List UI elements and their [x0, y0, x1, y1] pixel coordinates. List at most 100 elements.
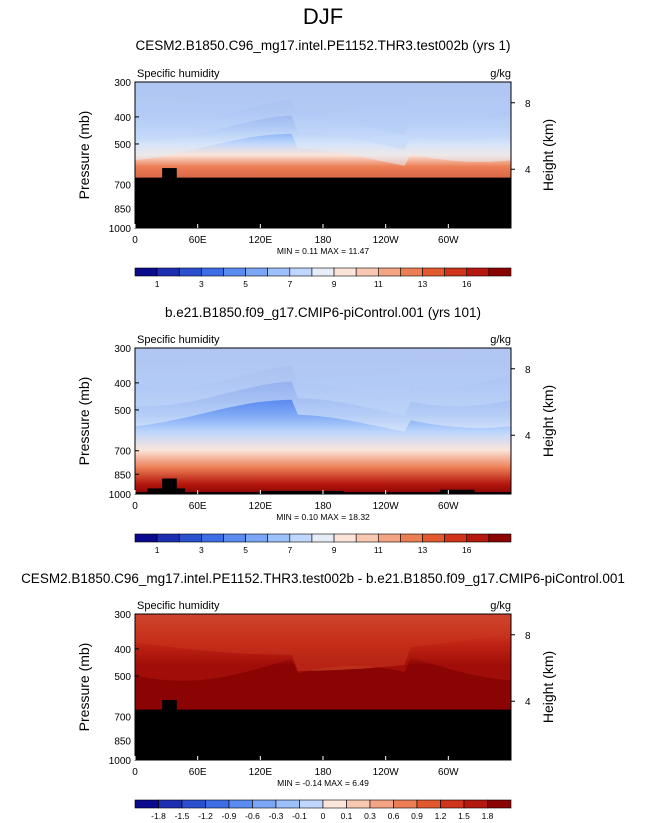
topography-mask: [135, 709, 511, 760]
colorbar-swatch: [267, 267, 291, 277]
topography-ridge: [260, 490, 344, 494]
colorbar-swatch: [311, 267, 335, 277]
min-max-stats: MIN = 0.11 MAX = 11.47: [277, 246, 370, 256]
units-label: g/kg: [490, 68, 511, 80]
colorbar-swatch: [377, 267, 401, 277]
colorbar-swatch: [400, 533, 423, 543]
colorbar-swatch: [355, 533, 379, 543]
colorbar-label: 11: [374, 545, 383, 555]
height-tick-label: 4: [525, 431, 531, 442]
y-axis-title: Pressure (mb): [76, 377, 92, 466]
colorbar-swatch: [311, 533, 335, 543]
colorbar-swatch: [156, 533, 180, 543]
panel-2: b.e21.B1850.f09_g17.CMIP6-piControl.001 …: [76, 305, 556, 555]
colorbar-swatch: [275, 799, 300, 809]
x-tick-label: 60W: [438, 235, 459, 246]
x-tick-label: 120W: [373, 501, 400, 512]
colorbar-swatch: [466, 533, 490, 543]
colorbar-label: 9: [332, 545, 337, 555]
variable-label: Specific humidity: [137, 600, 220, 612]
colorbar-swatch: [346, 799, 371, 809]
colorbar: -1.8 -1.5 -1.2 -0.9 -0.6 -0.3 -0.1 0 0.1 0.3 0.6 0.…: [134, 799, 512, 821]
colorbar-swatch: [393, 799, 418, 809]
colorbar-swatch: [488, 533, 512, 543]
colorbar-swatch: [205, 799, 230, 809]
colorbar-swatch: [488, 267, 512, 277]
colorbar-swatch: [289, 267, 313, 277]
contour-field: [135, 82, 511, 228]
x-tick-label: 60E: [189, 235, 207, 246]
y-tick-label: 700: [114, 447, 131, 458]
units-label: g/kg: [490, 334, 511, 346]
right-axis-title: Height (km): [540, 119, 556, 191]
colorbar: 1 3 5 7 9 11 13 16: [134, 533, 512, 555]
x-tick-label: 60E: [189, 767, 207, 778]
colorbar-swatch: [299, 799, 324, 809]
colorbar-label: 5: [243, 279, 248, 289]
colorbar-swatch: [333, 267, 357, 277]
topography-ridge: [439, 489, 475, 494]
variable-label: Specific humidity: [137, 334, 220, 346]
y-axis-title: Pressure (mb): [76, 643, 92, 732]
colorbar-label: -1.2: [198, 811, 213, 821]
colorbar-swatch: [463, 799, 488, 809]
x-tick-label: 60W: [438, 501, 459, 512]
y-tick-label: 1000: [109, 490, 132, 501]
y-tick-label: 700: [114, 181, 131, 192]
colorbar-swatch: [156, 267, 180, 277]
y-tick-label: 500: [114, 672, 131, 683]
figure-title: DJF: [303, 4, 343, 29]
colorbar-label: -1.8: [151, 811, 166, 821]
colorbar-label: 7: [287, 545, 292, 555]
x-tick-label: 60E: [189, 501, 207, 512]
topography-peak: [162, 700, 177, 760]
x-tick-label: 180: [315, 501, 332, 512]
panel-3: CESM2.B1850.C96_mg17.intel.PE1152.THR3.t…: [21, 571, 625, 821]
panel-title: CESM2.B1850.C96_mg17.intel.PE1152.THR3.t…: [136, 38, 511, 53]
x-tick-label: 120E: [249, 767, 273, 778]
height-tick-label: 8: [525, 365, 531, 376]
x-tick-label: 0: [132, 235, 138, 246]
contour-field: [135, 348, 511, 494]
colorbar-label: 1.5: [458, 811, 470, 821]
min-max-stats: MIN = -0.14 MAX = 6.49: [277, 778, 369, 788]
colorbar-label: -0.3: [269, 811, 284, 821]
height-tick-label: 8: [525, 99, 531, 110]
contour-band: [135, 614, 511, 681]
contour-band: [135, 348, 511, 432]
height-tick-label: 8: [525, 631, 531, 642]
x-tick-label: 120E: [249, 501, 273, 512]
y-axis-title: Pressure (mb): [76, 111, 92, 200]
colorbar-label: 0.1: [341, 811, 353, 821]
colorbar-label: 3: [199, 279, 204, 289]
y-tick-label: 400: [114, 645, 131, 656]
colorbar-swatch: [400, 267, 423, 277]
y-tick-label: 850: [114, 204, 131, 215]
y-tick-label: 400: [114, 113, 131, 124]
colorbar: 1 3 5 7 9 11 13 16: [134, 267, 512, 289]
colorbar-swatch: [223, 267, 246, 277]
y-tick-label: 850: [114, 736, 131, 747]
colorbar-swatch: [487, 799, 512, 809]
colorbar-swatch: [422, 533, 445, 543]
x-tick-label: 120W: [373, 767, 400, 778]
right-axis-title: Height (km): [540, 385, 556, 457]
contour-field: [135, 614, 511, 760]
colorbar-label: 1: [155, 545, 160, 555]
variable-label: Specific humidity: [137, 68, 220, 80]
topography-peak: [162, 168, 177, 228]
colorbar-swatch: [223, 533, 246, 543]
y-tick-label: 1000: [109, 224, 132, 235]
colorbar-label: -0.9: [222, 811, 237, 821]
y-tick-label: 850: [114, 470, 131, 481]
x-tick-label: 120E: [249, 235, 273, 246]
y-tick-label: 400: [114, 379, 131, 390]
colorbar-label: 1.8: [482, 811, 494, 821]
topography-ridge: [147, 488, 186, 494]
colorbar-label: 13: [418, 545, 428, 555]
colorbar-label: 5: [243, 545, 248, 555]
colorbar-swatch: [322, 799, 347, 809]
colorbar-swatch: [289, 533, 313, 543]
colorbar-swatch: [245, 533, 269, 543]
colorbar-swatch: [181, 799, 206, 809]
